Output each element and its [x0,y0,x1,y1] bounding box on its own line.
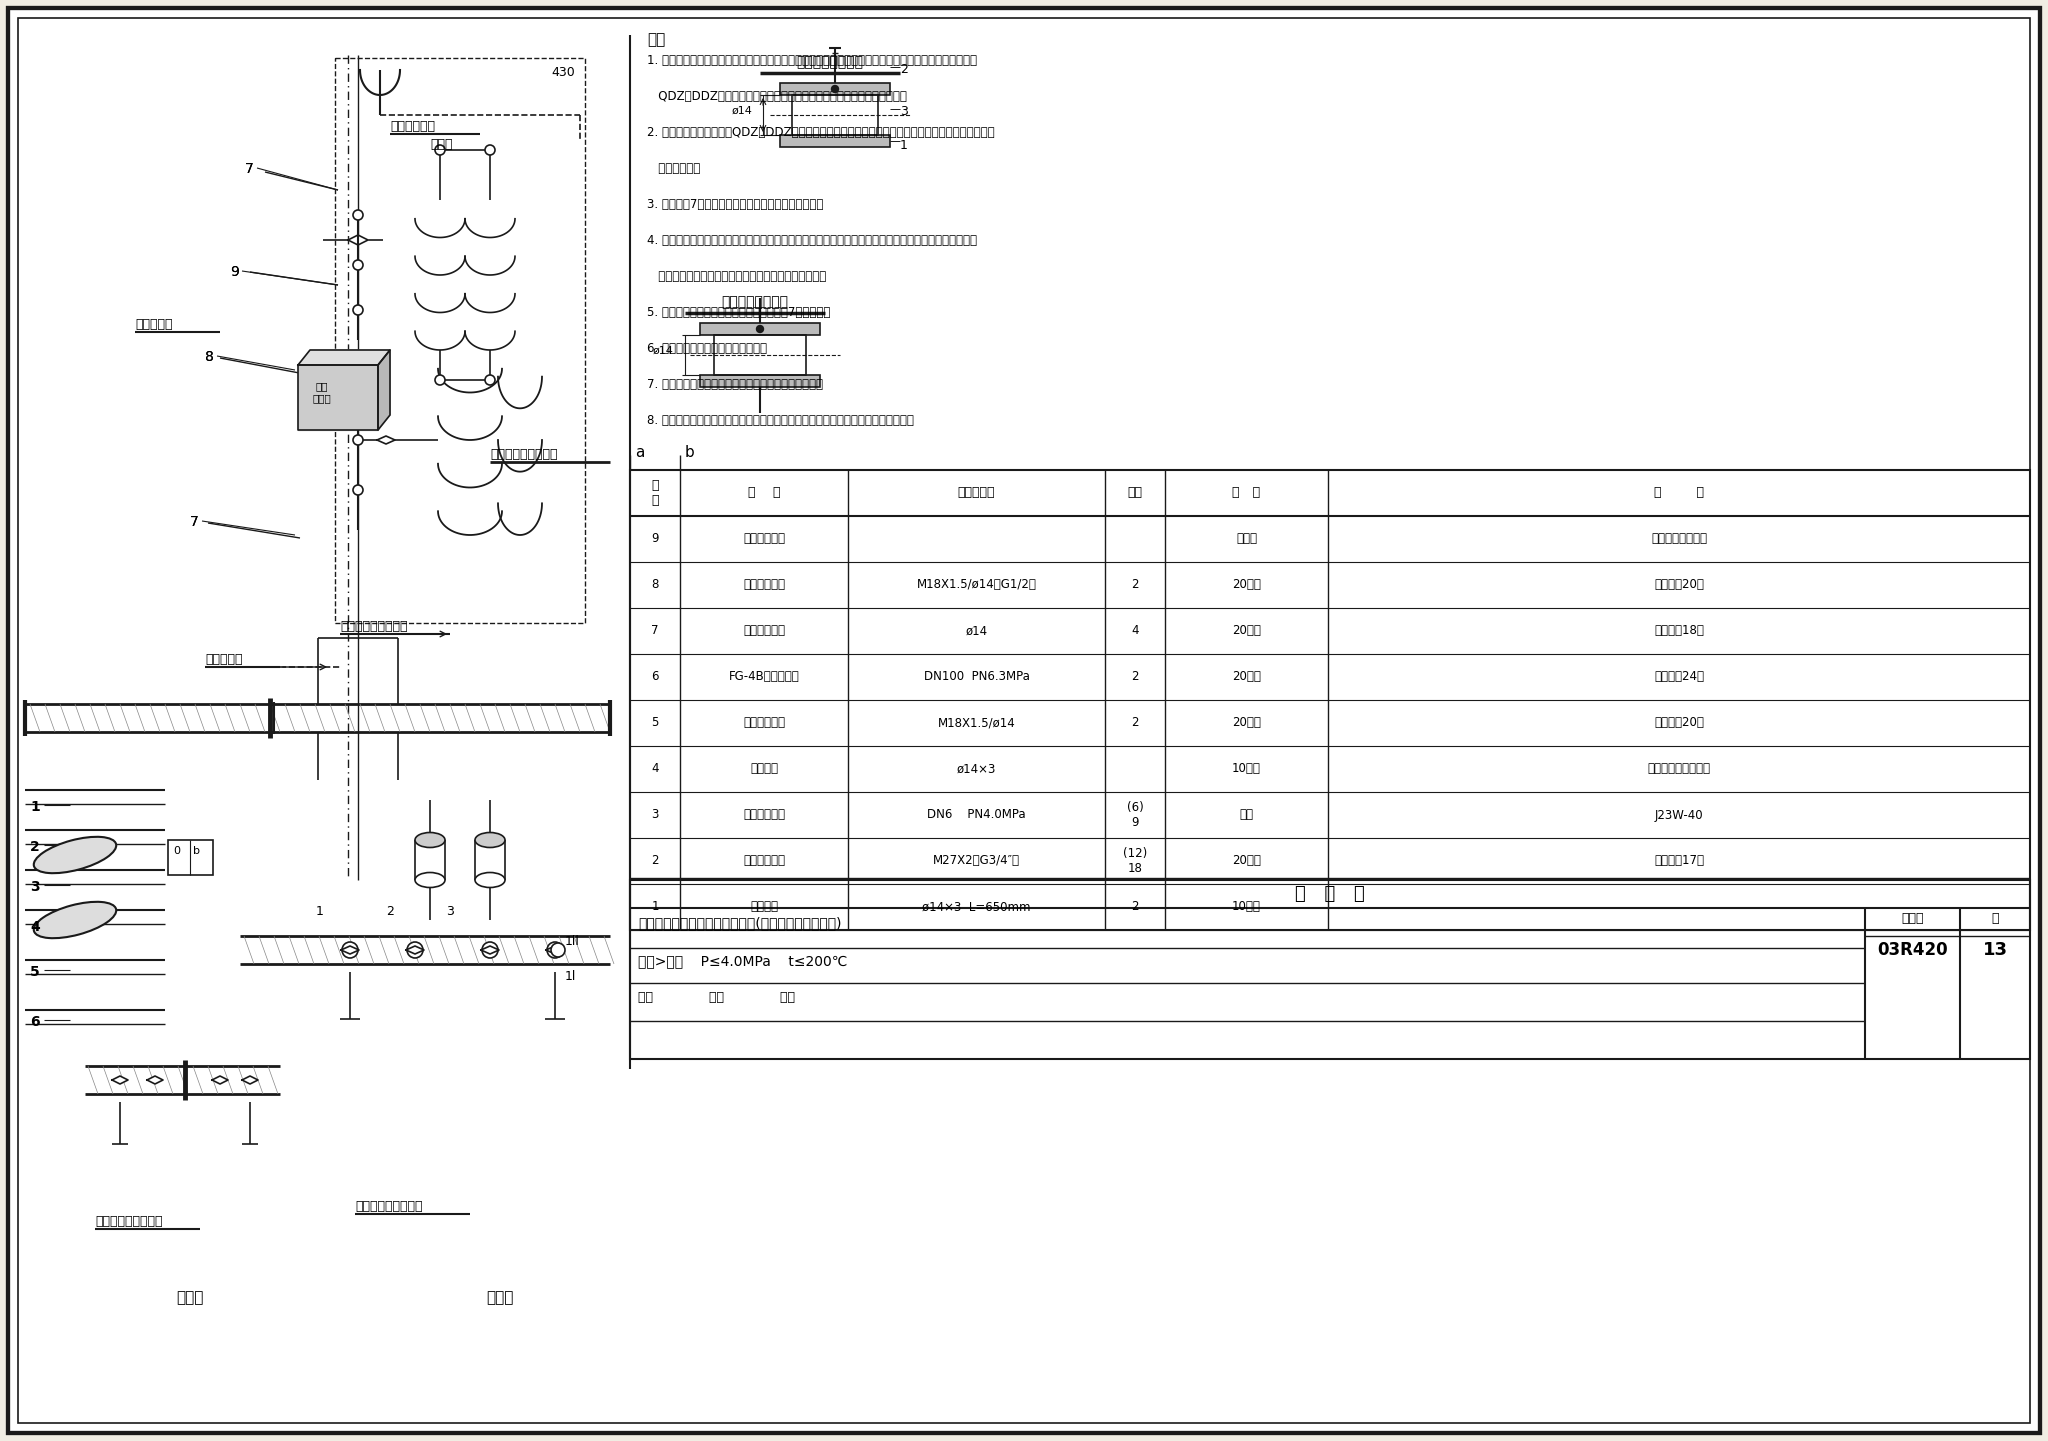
Text: 2: 2 [651,855,659,867]
Text: 无缝钢管: 无缝钢管 [750,762,778,775]
Text: 管路附件如闸门、法兰等的选择参见本图集说明部分。: 管路附件如闸门、法兰等的选择参见本图集说明部分。 [647,269,825,282]
Text: 差压
变送器: 差压 变送器 [313,382,332,403]
Text: 8: 8 [205,350,213,365]
Ellipse shape [475,872,506,888]
Polygon shape [147,1076,164,1084]
Text: 直通终端接头: 直通终端接头 [743,716,784,729]
Text: 明   细   表: 明 细 表 [1294,885,1364,904]
Text: 数量: 数量 [1128,487,1143,500]
Text: ø14: ø14 [965,624,987,637]
Polygon shape [348,235,369,245]
Text: 排放液应引至安全处: 排放液应引至安全处 [94,1215,162,1228]
Text: 0: 0 [172,846,180,856]
Text: 7: 7 [190,514,199,529]
Text: ø14×3  L=650mm: ø14×3 L=650mm [922,901,1030,914]
Text: 序
号: 序 号 [651,478,659,507]
Text: 4. 材料的选择应符合国家现行规范，例如当用于腐蚀性场合时，除垫片外，其余部件材质为耐酸钢；其它: 4. 材料的选择应符合国家现行规范，例如当用于腐蚀性场合时，除垫片外，其余部件材… [647,233,977,246]
Polygon shape [113,1076,127,1084]
Text: 外套螺母接管: 外套螺母接管 [743,855,784,867]
Text: 制造图见18页: 制造图见18页 [1655,624,1704,637]
Text: 三阀组细接头: 三阀组细接头 [743,533,784,546]
Text: 20号钢: 20号钢 [1233,716,1262,729]
Text: 规格、型号: 规格、型号 [958,487,995,500]
Text: 8: 8 [205,350,213,365]
Text: 「甲>「乙    P≤4.0MPa    t≤200℃: 「甲>「乙 P≤4.0MPa t≤200℃ [639,954,848,968]
Text: 5: 5 [651,716,659,729]
Circle shape [352,486,362,496]
Text: 页: 页 [1991,912,1999,925]
Polygon shape [377,437,395,444]
Polygon shape [299,365,379,429]
Ellipse shape [416,833,444,847]
Text: 7: 7 [246,161,254,176]
Text: FG-4B型隔离容器: FG-4B型隔离容器 [729,670,799,683]
Text: 长度据安装实测确定: 长度据安装实测确定 [1647,762,1710,775]
Text: b: b [684,445,694,460]
Text: 20号钢: 20号钢 [1233,670,1262,683]
Text: 2: 2 [31,840,39,855]
Text: 8: 8 [651,578,659,591]
Text: 注：: 注： [647,32,666,48]
Text: 审核              校对              设计: 审核 校对 设计 [639,991,795,1004]
Text: (6)
9: (6) 9 [1126,801,1143,829]
Circle shape [831,85,838,92]
Circle shape [352,305,362,316]
Text: DN100  PN6.3MPa: DN100 PN6.3MPa [924,670,1030,683]
Text: ø14: ø14 [731,107,754,115]
Text: 9: 9 [229,265,240,280]
Text: 9: 9 [229,265,240,280]
Bar [631,470,2030,929]
Bar [700,323,819,334]
Text: 03R420: 03R420 [1878,941,1948,960]
Text: 制造图见24页: 制造图见24页 [1655,670,1704,683]
Text: 组合件: 组合件 [1237,533,1257,546]
Circle shape [434,146,444,156]
Bar [793,95,879,135]
Text: 430: 430 [551,66,575,79]
Text: 3. 图中序号7的连接形式亦可用焊接连接或整段直管。: 3. 图中序号7的连接形式亦可用焊接连接或整段直管。 [647,197,823,210]
Polygon shape [379,350,389,429]
Circle shape [485,375,496,385]
Text: 差压变送器: 差压变送器 [135,318,172,331]
Text: 20号钢: 20号钢 [1233,578,1262,591]
Polygon shape [299,350,389,365]
Text: 4: 4 [31,919,39,934]
Polygon shape [213,1076,227,1084]
Text: 管道角接接头大样: 管道角接接头大样 [797,55,864,69]
Text: DN6    PN4.0MPa: DN6 PN4.0MPa [928,808,1026,821]
Text: 3: 3 [31,880,39,893]
Circle shape [481,942,498,958]
Text: 7: 7 [651,624,659,637]
Text: 外螺纹截止阀: 外螺纹截止阀 [743,808,784,821]
Text: M27X2（G3/4″）: M27X2（G3/4″） [934,855,1020,867]
Text: 1: 1 [31,800,39,814]
Text: 碳钢: 碳钢 [1239,808,1253,821]
Ellipse shape [33,902,117,938]
Text: 无缝钢管: 无缝钢管 [750,901,778,914]
Polygon shape [342,945,358,954]
Circle shape [352,435,362,445]
Text: 1. 甲方案装有隔离容器，它适用于各种差压计量粗粗或腐蚀剂液体流量；乙方案采用管内隔离，仅适用于: 1. 甲方案装有隔离容器，它适用于各种差压计量粗粗或腐蚀剂液体流量；乙方案采用管… [647,53,977,66]
Bar [631,880,2030,1059]
Text: 排放液应引至安全处: 排放液应引至安全处 [354,1200,422,1213]
Text: 间的平衡阀。: 间的平衡阀。 [647,161,700,174]
Bar [715,334,807,375]
Text: M18X1.5/ø14: M18X1.5/ø14 [938,716,1016,729]
Polygon shape [481,945,500,954]
Text: QDZ、DDZ型力平衡式中、高大差压变送器测量粗粗或腐蚀剂液体流置。: QDZ、DDZ型力平衡式中、高大差压变送器测量粗粗或腐蚀剂液体流置。 [647,89,907,102]
Circle shape [352,259,362,269]
Text: 20号钢: 20号钢 [1233,624,1262,637]
Text: 制造图见20页: 制造图见20页 [1655,716,1704,729]
Text: 制造图见20页: 制造图见20页 [1655,578,1704,591]
Text: M18X1.5/ø14（G1/2）: M18X1.5/ø14（G1/2） [918,578,1036,591]
Bar [336,58,586,623]
Text: 3: 3 [446,905,455,918]
Bar [700,375,819,388]
Text: 图集号: 图集号 [1901,912,1923,925]
Text: 2: 2 [1130,901,1139,914]
Polygon shape [242,1076,258,1084]
Text: 6: 6 [31,1014,39,1029]
Circle shape [352,210,362,220]
Circle shape [342,942,358,958]
Polygon shape [406,945,424,954]
